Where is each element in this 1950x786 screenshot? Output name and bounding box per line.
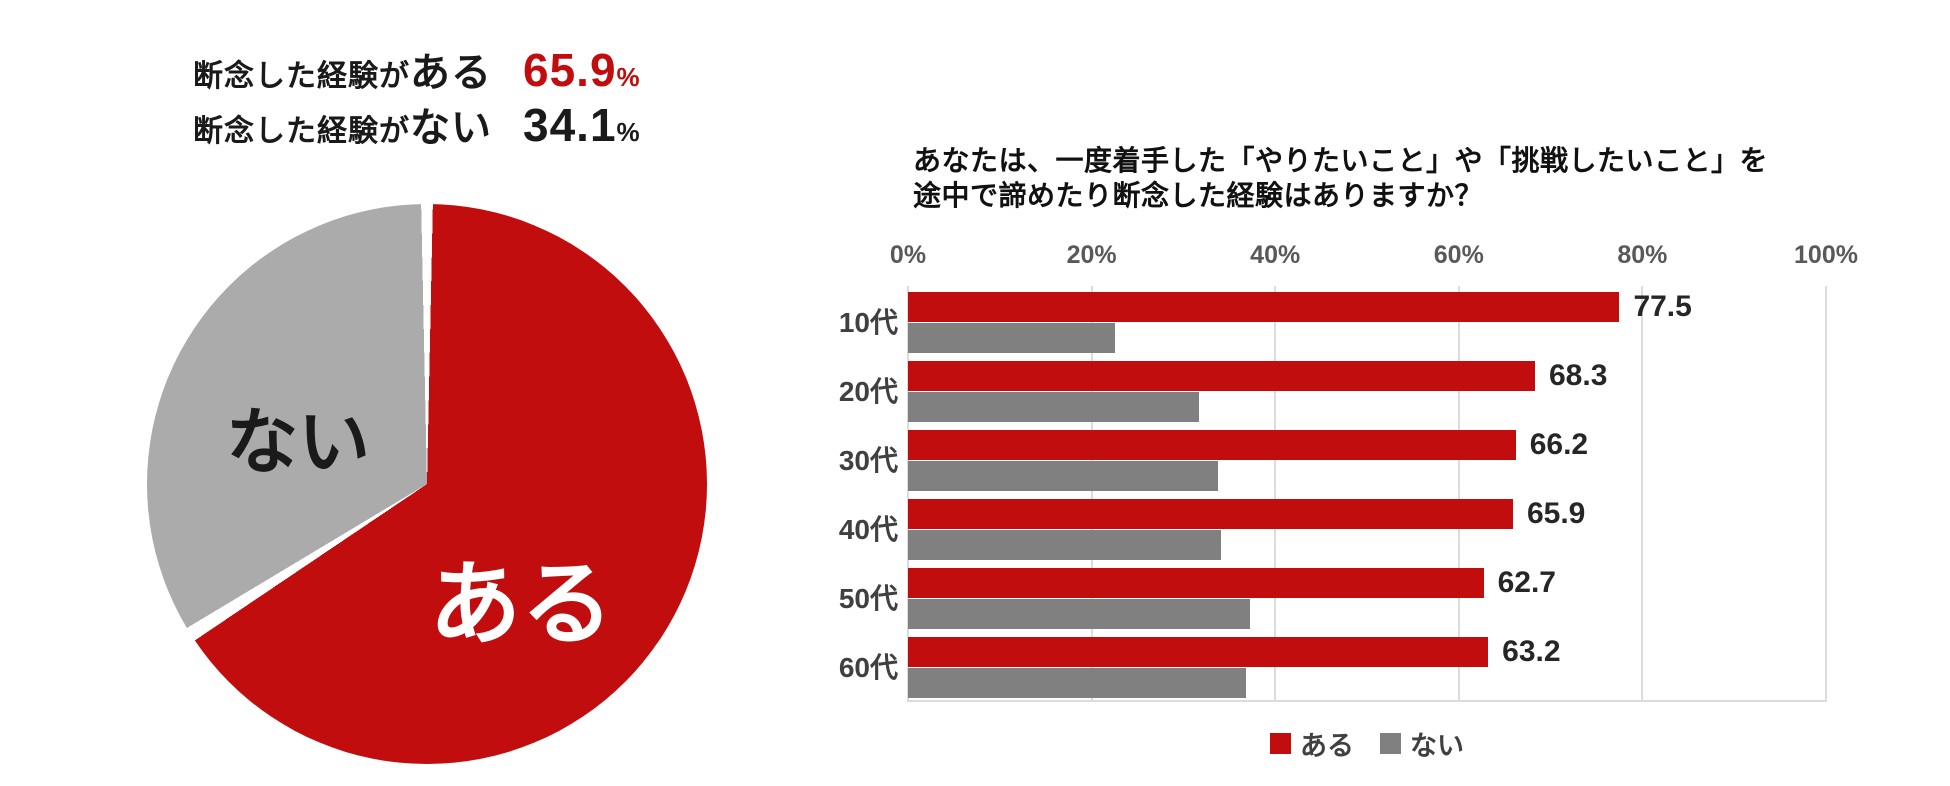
bar-nai: [908, 392, 1199, 422]
x-tick: 60%: [1433, 241, 1484, 269]
summary-label-aru: 断念した経験がある: [193, 40, 523, 98]
bar-value-label: 65.9: [1526, 497, 1586, 530]
pie-slice-label-aru: ある: [429, 553, 614, 656]
summary-number: 34.1: [523, 99, 617, 151]
bar-nai: [908, 323, 1115, 353]
bar-aru: [908, 292, 1620, 322]
pie-slice-label-nai: ない: [226, 403, 371, 484]
summary-value-aru: 65.9%: [523, 43, 641, 97]
bar-group-20s: 20代 68.3: [839, 359, 1826, 422]
percent-sign: %: [616, 62, 641, 92]
summary-label-nai: 断念した経験がない: [193, 95, 523, 153]
legend-item-aru: ある: [1270, 724, 1354, 763]
gridline: [1090, 286, 1093, 702]
x-tick: 80%: [1617, 241, 1668, 269]
category-label: 30代: [838, 445, 898, 476]
x-tick: 0%: [889, 241, 927, 269]
summary-number: 65.9: [523, 44, 617, 96]
summary-value-nai: 34.1%: [523, 98, 641, 152]
gridline: [907, 286, 909, 702]
summary-prefix: 断念した経験が: [193, 60, 410, 93]
bar-chart-title: あなたは、一度着手した「やりたいこと」や「挑戦したいこと」を 途中で諦めたり断念…: [913, 143, 1768, 213]
x-tick: 20%: [1066, 241, 1117, 269]
summary-row-nai: 断念した経験がない 34.1%: [193, 95, 641, 153]
percent-sign: %: [616, 117, 641, 147]
bar-group-60s: 60代 63.2: [839, 635, 1826, 698]
bar-aru: [908, 637, 1489, 667]
bar-group-50s: 50代 62.7: [839, 566, 1826, 629]
legend-item-nai: ない: [1380, 724, 1464, 763]
bar-value-label: 66.2: [1529, 428, 1589, 461]
gridline: [1274, 286, 1277, 702]
category-label: 50代: [838, 583, 898, 614]
legend-label-aru: ある: [1300, 731, 1354, 761]
gridline: [1825, 286, 1827, 702]
bar-nai: [908, 668, 1246, 698]
bar-aru: [908, 568, 1484, 598]
x-tick: 100%: [1794, 241, 1858, 269]
bar-aru: [908, 361, 1535, 391]
bar-aru: [908, 430, 1516, 460]
bar-plot: 10代 77.5 20代 68.3 30代 66.2 40代 65.9 50代 …: [839, 286, 1827, 702]
legend-label-nai: ない: [1410, 731, 1464, 761]
bar-group-10s: 10代 77.5: [839, 290, 1826, 353]
gridline: [1457, 286, 1460, 702]
summary-prefix: 断念した経験が: [193, 115, 410, 148]
bar-group-40s: 40代 65.9: [839, 497, 1826, 560]
bar-chart-title-line2: 途中で諦めたり断念した経験はありますか？: [913, 180, 1484, 211]
category-label: 10代: [838, 307, 898, 338]
x-axis-baseline: [908, 700, 1826, 702]
gridline: [1641, 286, 1644, 702]
category-label: 40代: [838, 514, 898, 545]
summary-stats: 断念した経験がある 65.9% 断念した経験がない 34.1%: [193, 40, 641, 153]
category-label: 20代: [838, 376, 898, 407]
summary-row-aru: 断念した経験がある 65.9%: [193, 40, 641, 98]
bar-aru: [908, 499, 1513, 529]
bar-value-label: 77.5: [1633, 290, 1692, 323]
bar-nai: [908, 461, 1219, 491]
x-tick: 40%: [1250, 241, 1301, 269]
bar-group-30s: 30代 66.2: [839, 428, 1826, 491]
bar-legend: ある ない: [908, 724, 1826, 763]
legend-swatch-nai: [1380, 733, 1401, 754]
bar-value-label: 68.3: [1548, 359, 1608, 392]
category-label: 60代: [838, 652, 898, 683]
bar-value-label: 63.2: [1502, 635, 1561, 668]
pie-chart: ない ある: [147, 204, 707, 764]
bar-nai: [908, 599, 1251, 629]
x-axis: 0% 20% 40% 60% 80% 100%: [890, 241, 1858, 271]
bar-chart-title-line1: あなたは、一度着手した「やりたいこと」や「挑戦したいこと」を: [913, 145, 1769, 176]
summary-keyword-nai: ない: [410, 106, 492, 150]
bar-value-label: 62.7: [1497, 566, 1556, 599]
bar-nai: [908, 530, 1222, 560]
legend-swatch-aru: [1270, 733, 1291, 754]
summary-keyword-aru: ある: [410, 51, 492, 95]
